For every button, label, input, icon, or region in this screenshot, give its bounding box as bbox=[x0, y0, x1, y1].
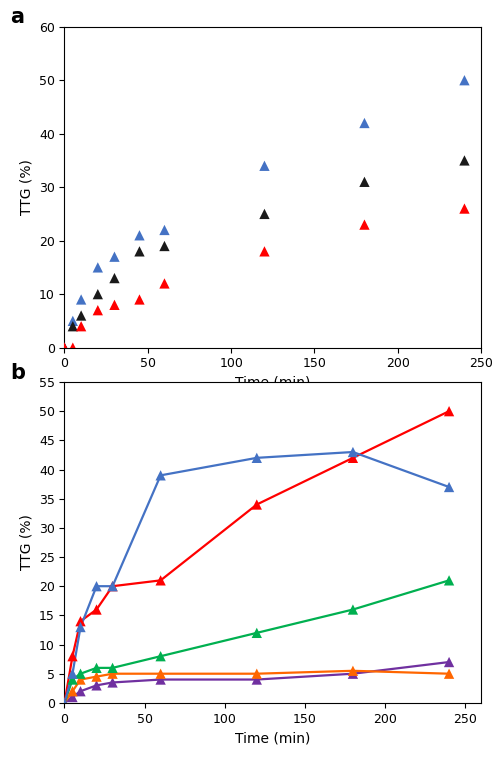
Point bbox=[161, 224, 169, 236]
Point bbox=[460, 74, 468, 86]
Point bbox=[445, 481, 453, 493]
Point bbox=[93, 671, 101, 683]
Point bbox=[94, 261, 102, 274]
Point bbox=[94, 288, 102, 300]
Point bbox=[109, 580, 117, 592]
Point bbox=[349, 668, 357, 680]
Point bbox=[94, 304, 102, 316]
Point bbox=[260, 208, 268, 220]
Point bbox=[349, 446, 357, 458]
Point bbox=[77, 293, 85, 306]
Point bbox=[61, 342, 68, 354]
Point bbox=[135, 245, 143, 257]
Point bbox=[135, 293, 143, 306]
Y-axis label: TTG (%): TTG (%) bbox=[19, 159, 33, 215]
Point bbox=[111, 272, 119, 284]
Point bbox=[361, 219, 369, 231]
Point bbox=[61, 697, 68, 709]
Point bbox=[61, 697, 68, 709]
X-axis label: Time (min): Time (min) bbox=[235, 731, 310, 745]
Point bbox=[93, 604, 101, 616]
Y-axis label: TTG (%): TTG (%) bbox=[19, 514, 33, 571]
Point bbox=[445, 668, 453, 680]
Point bbox=[61, 697, 68, 709]
Point bbox=[93, 662, 101, 674]
X-axis label: Time (min): Time (min) bbox=[235, 376, 310, 390]
Point bbox=[68, 650, 76, 662]
Point bbox=[460, 154, 468, 167]
Point bbox=[77, 320, 85, 332]
Point bbox=[76, 621, 84, 633]
Point bbox=[253, 498, 261, 510]
Point bbox=[157, 673, 165, 685]
Point bbox=[69, 320, 77, 332]
Point bbox=[253, 626, 261, 639]
Text: b: b bbox=[10, 363, 25, 383]
Point bbox=[157, 668, 165, 680]
Point bbox=[68, 668, 76, 680]
Point bbox=[69, 342, 77, 354]
Point bbox=[445, 405, 453, 417]
Point bbox=[109, 580, 117, 592]
Point bbox=[349, 665, 357, 677]
Point bbox=[157, 575, 165, 587]
Point bbox=[161, 277, 169, 290]
Point bbox=[361, 117, 369, 129]
Point bbox=[61, 697, 68, 709]
Point bbox=[349, 452, 357, 464]
Point bbox=[460, 202, 468, 215]
Point bbox=[109, 662, 117, 674]
Point bbox=[68, 685, 76, 698]
Point bbox=[253, 673, 261, 685]
Point bbox=[61, 697, 68, 709]
Point bbox=[135, 229, 143, 241]
Point bbox=[93, 580, 101, 592]
Point bbox=[161, 240, 169, 252]
Point bbox=[253, 668, 261, 680]
Point bbox=[260, 160, 268, 172]
Point bbox=[76, 668, 84, 680]
Legend: Si/Cr=7, Si/Cr=14, Si/Cr=28: Si/Cr=7, Si/Cr=14, Si/Cr=28 bbox=[154, 412, 392, 435]
Point bbox=[61, 342, 68, 354]
Point bbox=[93, 679, 101, 691]
Point bbox=[157, 469, 165, 481]
Point bbox=[76, 685, 84, 698]
Point bbox=[68, 673, 76, 685]
Point bbox=[111, 299, 119, 311]
Point bbox=[61, 342, 68, 354]
Text: a: a bbox=[10, 8, 24, 28]
Point bbox=[361, 176, 369, 188]
Point bbox=[77, 309, 85, 322]
Point bbox=[349, 604, 357, 616]
Point bbox=[445, 656, 453, 668]
Point bbox=[76, 615, 84, 627]
Point bbox=[76, 673, 84, 685]
Point bbox=[69, 315, 77, 327]
Point bbox=[109, 668, 117, 680]
Point bbox=[68, 691, 76, 703]
Point bbox=[260, 245, 268, 257]
Point bbox=[253, 452, 261, 464]
Point bbox=[157, 650, 165, 662]
Point bbox=[111, 251, 119, 263]
Point bbox=[109, 676, 117, 688]
Point bbox=[445, 575, 453, 587]
